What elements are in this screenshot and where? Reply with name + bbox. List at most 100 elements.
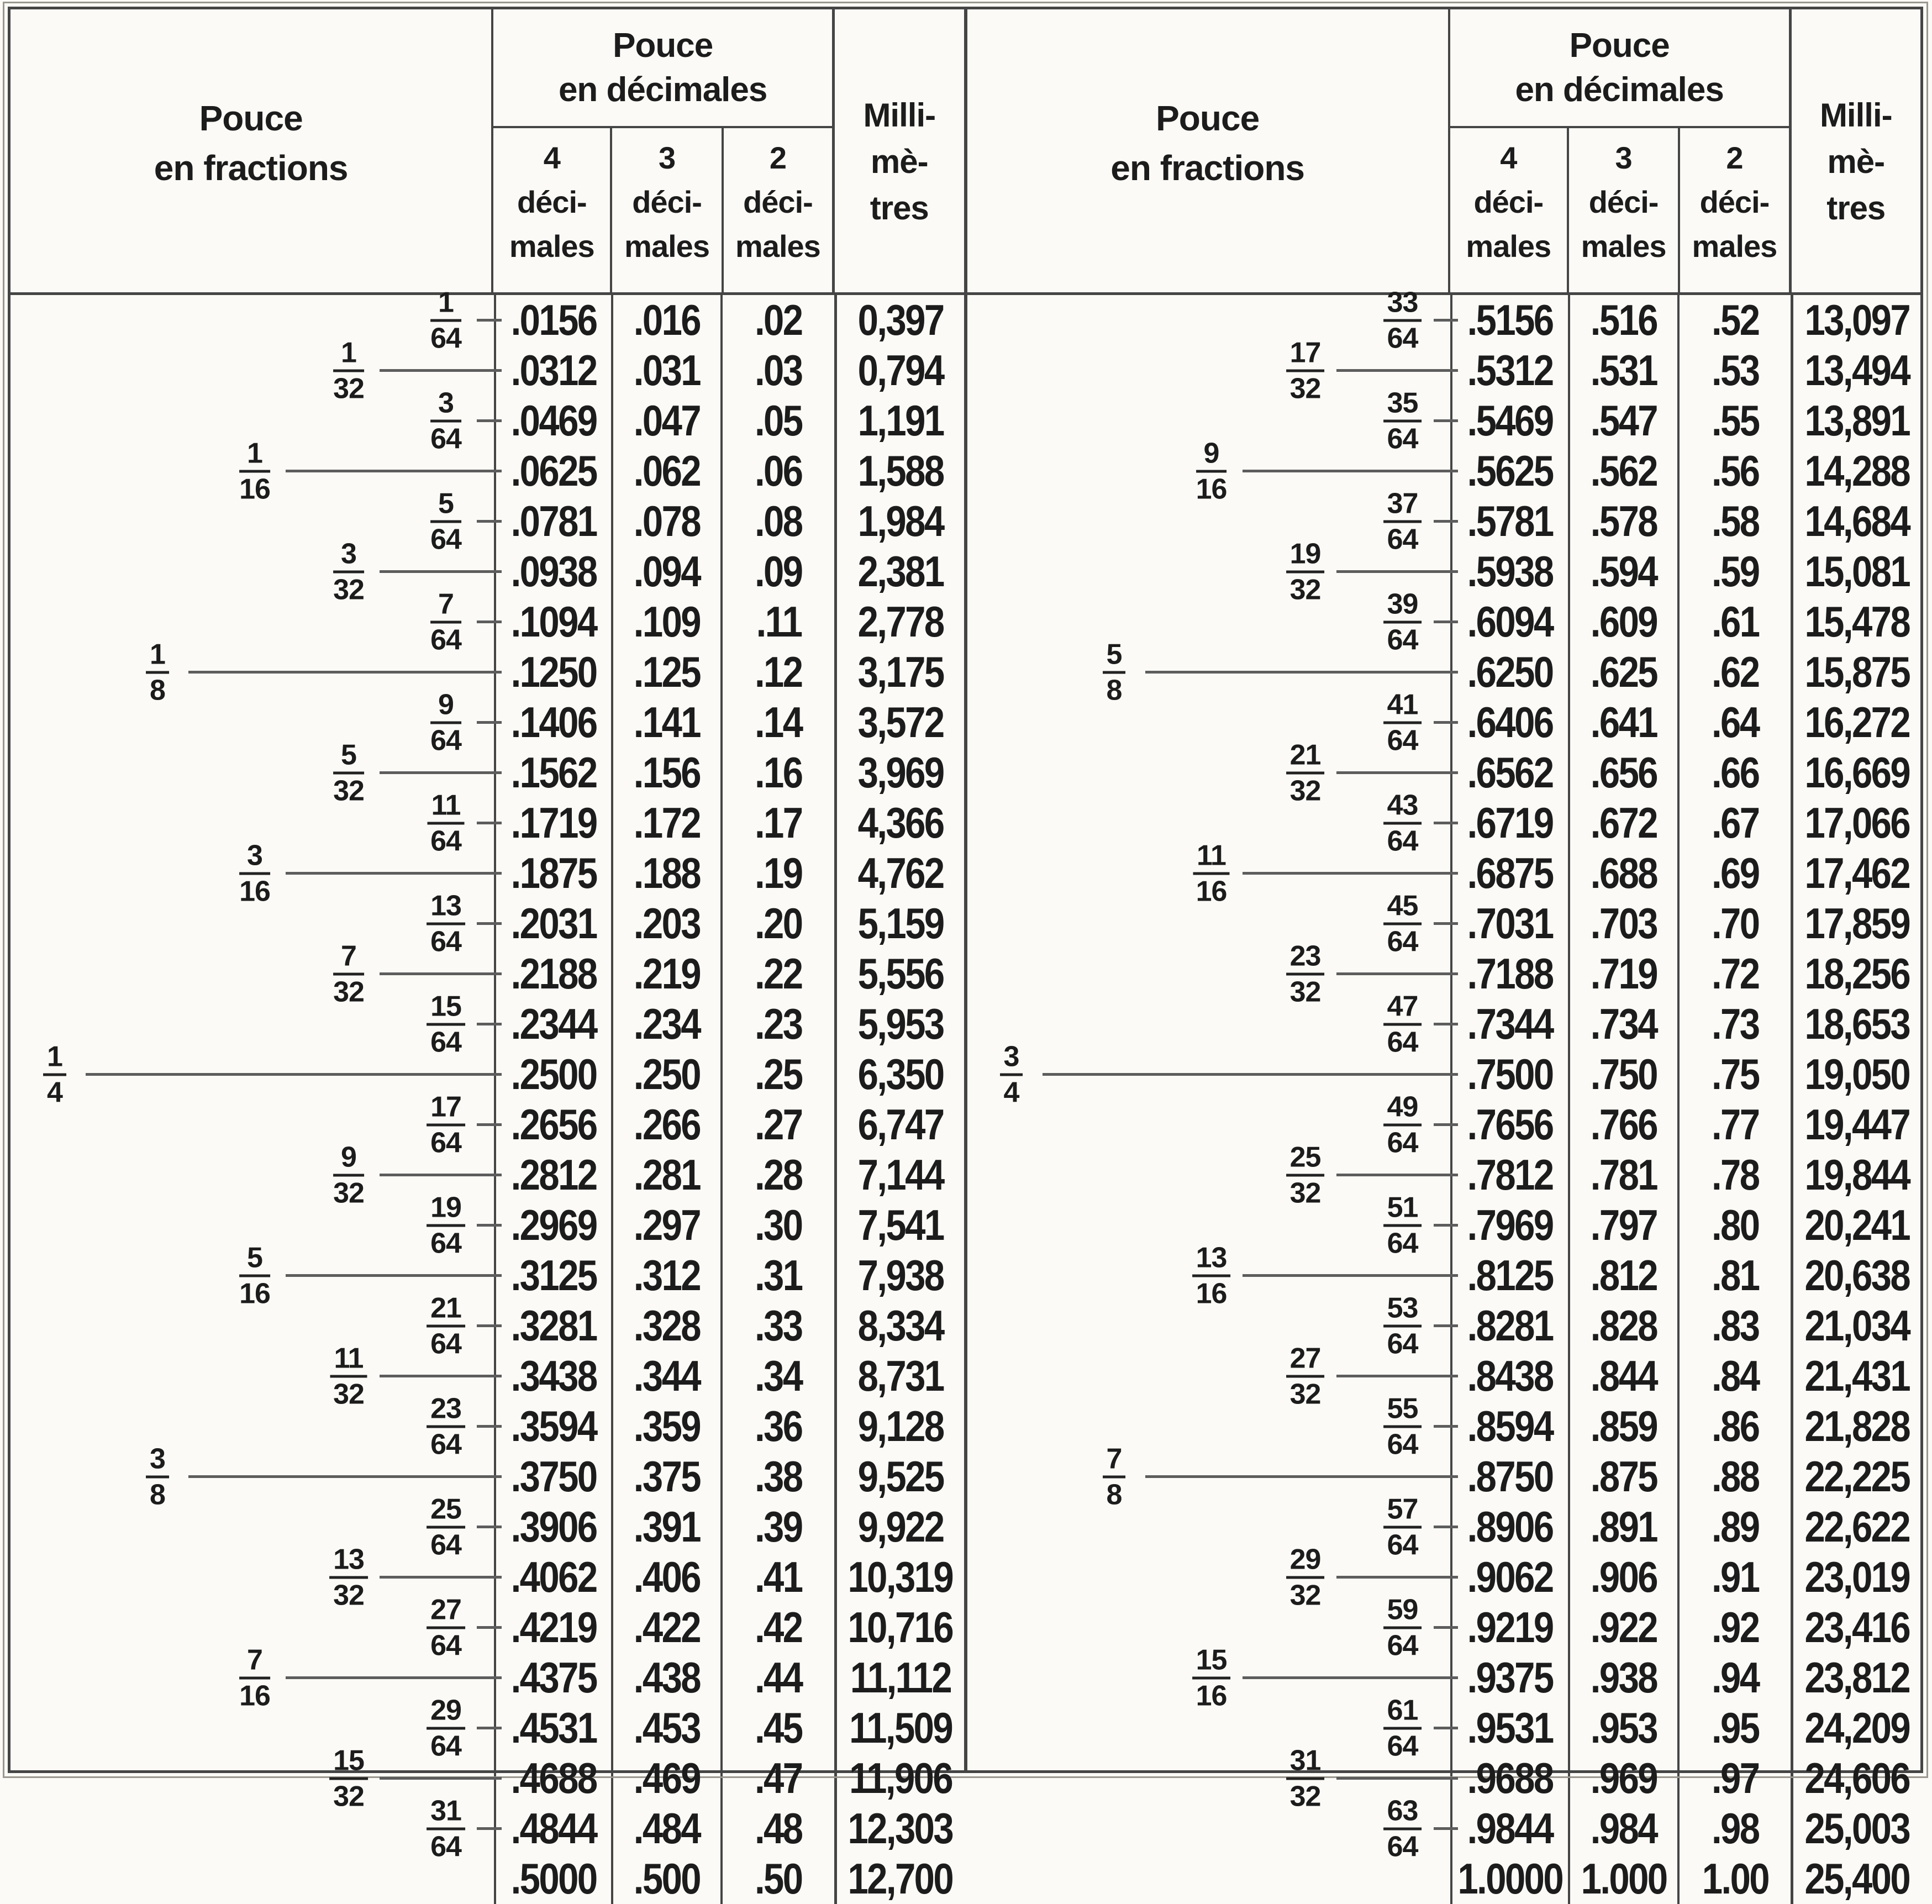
decimals3-value: .797 [1590, 1201, 1659, 1249]
decimals2-value: .19 [720, 848, 834, 898]
fraction-denominator: 32 [1289, 1378, 1322, 1410]
fraction-numerator: 27 [427, 1595, 465, 1629]
decimals4-value: .2656 [493, 1100, 611, 1150]
fraction-denominator: 64 [1387, 423, 1419, 455]
decimals4-value: .9688 [1467, 1754, 1555, 1802]
fraction-cell: 29 32 [967, 1544, 1459, 1610]
fraction-leader-line [1145, 670, 1459, 674]
fraction-leader-line [380, 570, 502, 573]
fraction-numerator: 1 [239, 438, 270, 472]
millimeters-value: 13,494 [1791, 345, 1920, 396]
fraction-leader-line [477, 1525, 502, 1528]
decimals2-value: .97 [1677, 1753, 1791, 1803]
fraction-numerator: 13 [427, 891, 465, 925]
fraction-label: 35 64 [1383, 388, 1422, 454]
decimals2-value: .08 [720, 496, 834, 546]
decimals4-value: .3594 [510, 1402, 598, 1450]
header-fractions-line2: en fractions [154, 148, 349, 188]
fraction-label: 29 64 [427, 1695, 465, 1761]
decimals4-value: .5156 [1467, 296, 1555, 344]
fraction-numerator: 17 [427, 1092, 465, 1126]
decimals3-value: .234 [611, 999, 720, 1049]
decimals3-value: .469 [611, 1753, 720, 1803]
fraction-leader-line [286, 871, 502, 875]
fraction-leader-line [380, 1575, 502, 1579]
decimals4-value: .5625 [1450, 446, 1567, 496]
decimals3-value: .344 [634, 1351, 702, 1400]
fraction-numerator: 53 [1383, 1293, 1422, 1327]
fraction-leader-line [1042, 1072, 1459, 1076]
decimals2-value: .23 [755, 1000, 803, 1048]
decimals4-value: .9844 [1467, 1804, 1555, 1853]
decimals4-value: .7344 [1467, 1000, 1555, 1048]
millimeters-value: 12,700 [834, 1854, 964, 1904]
fraction-label: 33 64 [1383, 287, 1422, 353]
decimals2-value: .72 [1711, 949, 1760, 998]
decimals4-value: .1562 [510, 748, 598, 797]
decimals2-value: .73 [1677, 999, 1791, 1049]
fraction-leader-line [1433, 318, 1459, 322]
decimals2-value: .38 [720, 1451, 834, 1502]
fraction-numerator: 63 [1383, 1796, 1422, 1830]
fraction-cell: 33 64 [967, 287, 1459, 353]
decimals4-value: .7188 [1467, 949, 1555, 998]
fraction-denominator: 32 [1289, 775, 1322, 807]
decimals3-value: .203 [611, 898, 720, 949]
decimals2-value: .91 [1711, 1553, 1760, 1601]
decimals3-value: .984 [1590, 1804, 1659, 1853]
subheader-2-males: males [1692, 229, 1778, 264]
fraction-label: 21 64 [427, 1293, 465, 1359]
decimals2-value: .69 [1677, 848, 1791, 898]
decimals2-value: .42 [720, 1602, 834, 1653]
decimals2-value: .98 [1677, 1803, 1791, 1854]
decimals4-value: .8438 [1467, 1351, 1555, 1400]
fraction-leader-line [1145, 1475, 1459, 1478]
fraction-cell: 15 32 [10, 1745, 502, 1811]
fraction-leader-line [188, 670, 502, 674]
decimals4-value: .4375 [510, 1653, 598, 1702]
decimals2-value: .55 [1711, 396, 1760, 445]
millimeters-value: 18,256 [1791, 949, 1920, 999]
table-right-half: Pouce en fractions Pouce en décimales 4 … [967, 9, 1920, 1904]
fraction-denominator: 64 [1387, 724, 1419, 756]
millimeters-value: 12,303 [847, 1804, 954, 1853]
millimeters-value: 15,875 [1804, 648, 1910, 696]
decimals3-value: .922 [1590, 1603, 1659, 1651]
fraction-numerator: 5 [430, 488, 461, 523]
decimals3-value: .172 [611, 798, 720, 848]
millimeters-value: 16,272 [1804, 698, 1910, 746]
millimeters-value: 18,256 [1804, 949, 1910, 998]
fraction-cell: 39 64 [967, 589, 1459, 655]
millimeters-value: 7,938 [857, 1251, 945, 1300]
millimeters-value: 19,844 [1791, 1150, 1920, 1200]
millimeters-value: 15,478 [1804, 597, 1910, 646]
fraction-label: 7 64 [430, 589, 462, 655]
decimals3-value: .625 [1590, 648, 1659, 696]
decimals3-value: .062 [634, 446, 702, 495]
decimals3-value: .938 [1567, 1653, 1677, 1703]
decimals2-value: .92 [1711, 1603, 1760, 1651]
decimals2-value: .44 [755, 1653, 803, 1702]
fraction-label: 1 32 [333, 338, 365, 403]
decimals2-value: .14 [720, 697, 834, 748]
header-decimal-subcolumns: 4 déci- males 3 déci- males [493, 128, 832, 292]
fraction-leader-line [1336, 1374, 1459, 1377]
fraction-denominator: 64 [430, 523, 462, 555]
millimeters-value: 6,350 [857, 1050, 945, 1098]
decimals2-value: .67 [1677, 798, 1791, 848]
decimals2-value: 1.00 [1702, 1854, 1770, 1903]
decimals2-value: .72 [1677, 949, 1791, 999]
decimals3-value: .484 [634, 1804, 702, 1853]
millimeters-value: 19,447 [1804, 1100, 1910, 1149]
fraction-cell: 59 64 [967, 1595, 1459, 1660]
decimals2-value: .56 [1711, 446, 1760, 495]
millimeters-value: 7,144 [834, 1150, 964, 1200]
millimeters-value: 22,622 [1791, 1502, 1920, 1552]
fraction-numerator: 1 [43, 1042, 66, 1076]
millimeters-value: 4,366 [857, 798, 945, 847]
decimals2-value: 1.00 [1677, 1854, 1791, 1904]
decimals4-value: .1875 [493, 848, 611, 898]
decimals4-value: .9531 [1450, 1703, 1567, 1753]
fraction-denominator: 16 [1196, 1680, 1228, 1712]
